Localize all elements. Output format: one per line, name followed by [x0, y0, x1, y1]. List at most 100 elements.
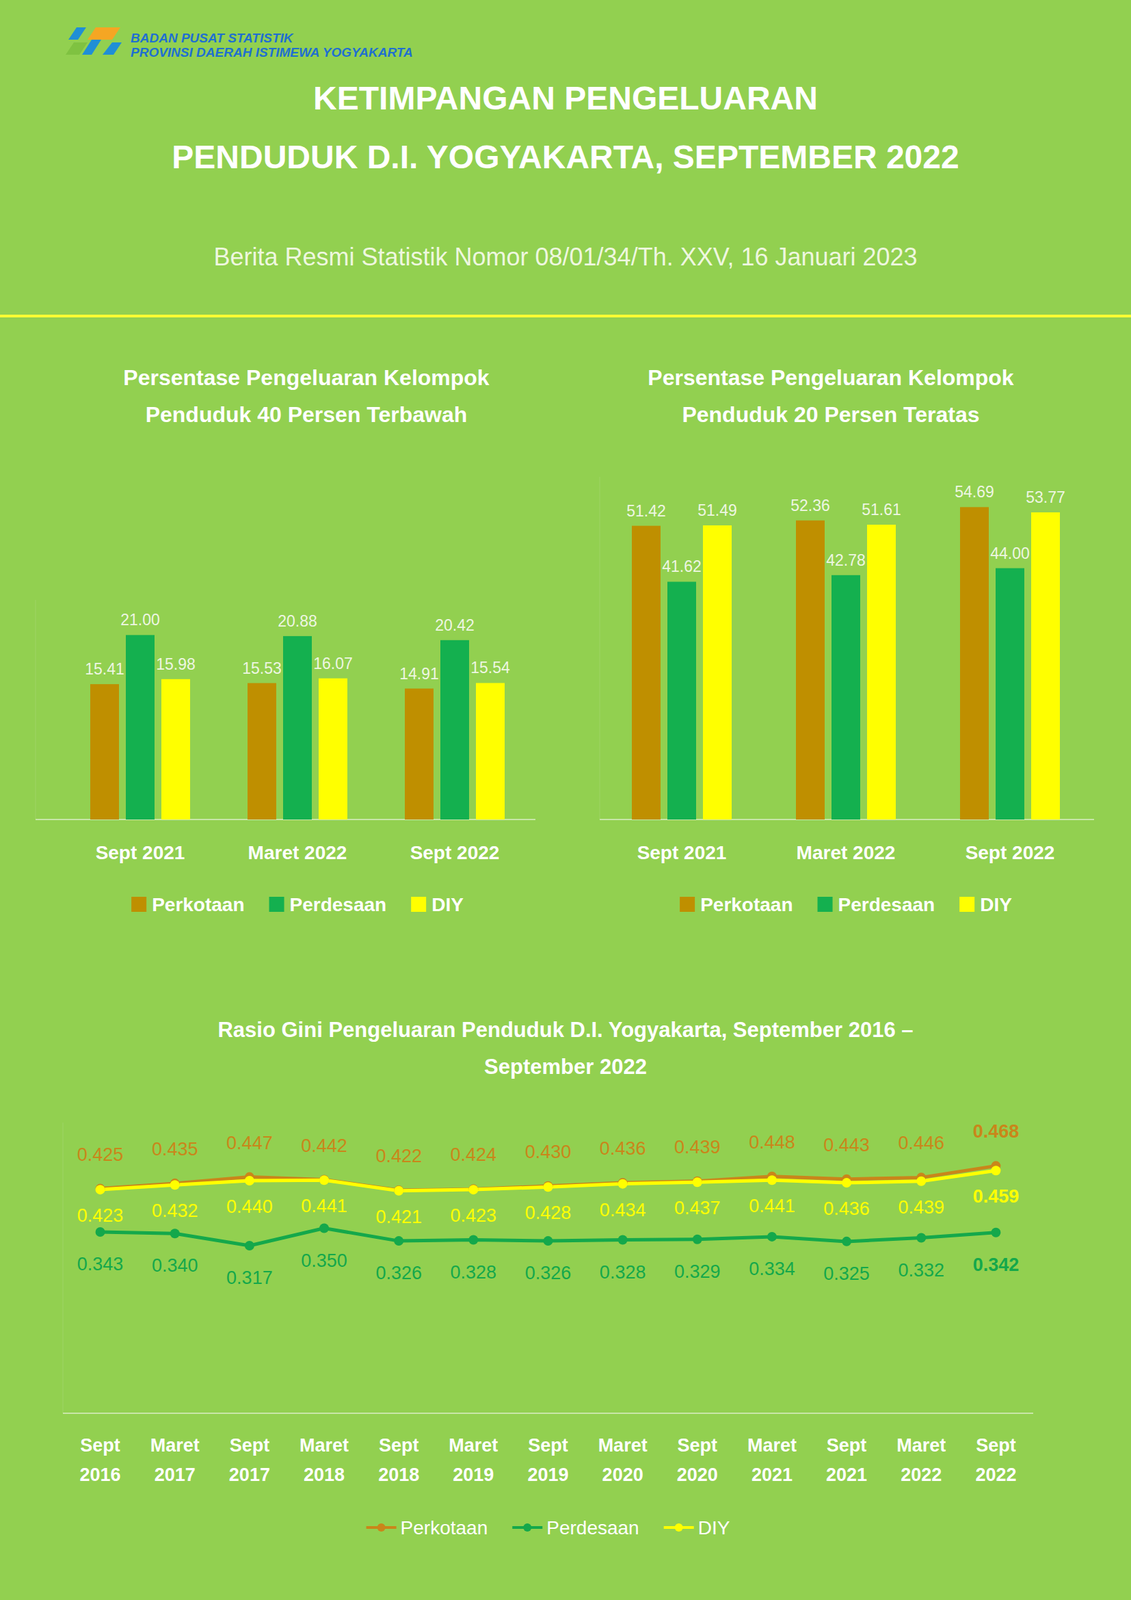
legend-item: Perkotaan — [366, 1516, 489, 1538]
data-label: 51.49 — [697, 501, 738, 520]
data-label: 0.328 — [450, 1261, 498, 1283]
data-label: 0.329 — [674, 1260, 721, 1282]
legend-swatch — [269, 896, 285, 912]
x-tick-label-line: Maret — [747, 1434, 797, 1456]
data-label: 52.36 — [790, 496, 831, 515]
x-tick-label-line: Maret — [598, 1434, 648, 1456]
legend-label: DIY — [698, 1516, 731, 1538]
data-label: 0.343 — [77, 1253, 124, 1274]
marker — [468, 1234, 478, 1245]
x-tick-label-line: 2019 — [527, 1464, 569, 1485]
x-tick-label-line: 2018 — [303, 1464, 345, 1485]
data-label: 0.468 — [973, 1120, 1020, 1142]
chart: Rasio Gini Pengeluaran Penduduk D.I. Yog… — [62, 1017, 1034, 1538]
separator — [0, 314, 1131, 318]
marker — [468, 1184, 478, 1194]
logo-part — [87, 27, 121, 40]
bar — [475, 682, 505, 820]
data-label: 0.350 — [300, 1249, 348, 1271]
marker — [468, 1183, 478, 1194]
legend-swatch — [959, 896, 975, 912]
x-tick-label-line: 2020 — [602, 1464, 644, 1485]
chart-title: Penduduk 20 Persen Teratas — [681, 402, 980, 427]
value-axis — [35, 599, 37, 820]
marker — [990, 1165, 1001, 1175]
bar — [631, 525, 661, 820]
data-labels: 51.4252.3654.6941.6242.7844.0051.4951.61… — [626, 482, 1066, 576]
marker — [244, 1175, 255, 1186]
chart: Persentase Pengeluaran KelompokPenduduk … — [35, 365, 536, 915]
x-tick-label: Sept2018 — [378, 1434, 420, 1485]
data-label: 44.00 — [990, 544, 1030, 563]
data-label: 0.439 — [674, 1136, 721, 1157]
legend-swatch — [817, 896, 833, 912]
x-tick-label: Sept2021 — [826, 1434, 868, 1485]
plot-area — [631, 506, 1060, 820]
x-tick-label-line: 2022 — [900, 1464, 942, 1485]
marker — [543, 1235, 554, 1246]
data-label: 0.421 — [375, 1206, 422, 1227]
x-tick-label-line: 2016 — [80, 1464, 122, 1485]
org-name: PROVINSI DAERAH ISTIMEWA YOGYAKARTA — [130, 45, 414, 60]
legend-label: Perkotaan — [400, 1516, 489, 1538]
x-tick-label: Sept 2022 — [410, 841, 500, 863]
marker — [95, 1226, 106, 1237]
x-tick-label-line: 2020 — [676, 1464, 718, 1485]
legend-label: Perkotaan — [700, 893, 793, 915]
data-label: 0.422 — [375, 1145, 422, 1166]
data-label: 16.07 — [313, 654, 353, 673]
x-axis — [62, 1412, 1034, 1414]
bar — [404, 688, 434, 820]
data-label: 0.440 — [226, 1195, 273, 1217]
chart-title: Rasio Gini Pengeluaran Penduduk D.I. Yog… — [217, 1017, 913, 1042]
x-tick-label-line: Maret — [896, 1434, 946, 1456]
bar — [318, 678, 348, 820]
data-label: 0.423 — [77, 1204, 124, 1226]
legend-item: DIY — [410, 893, 464, 915]
chart-title: September 2022 — [484, 1054, 647, 1079]
legend-label: Perdesaan — [546, 1516, 639, 1538]
org-name: BADAN PUSAT STATISTIK — [130, 30, 295, 46]
data-label: 42.78 — [826, 551, 866, 569]
data-labels: 15.4115.5314.9121.0020.8820.4215.9816.07… — [84, 610, 511, 682]
logo-part — [102, 42, 122, 55]
data-label: 0.441 — [300, 1195, 348, 1216]
bar — [1031, 512, 1060, 820]
legend-swatch — [410, 896, 427, 912]
x-tick-label-line: Sept — [229, 1434, 271, 1456]
background — [0, 0, 1131, 1600]
marker — [767, 1231, 777, 1242]
title: KETIMPANGAN PENGELUARAN — [313, 80, 818, 117]
data-label: 0.424 — [450, 1143, 498, 1165]
chart-title: Persentase Pengeluaran Kelompok — [123, 365, 490, 390]
x-tick-label: Sept2022 — [975, 1434, 1017, 1485]
bar — [247, 683, 277, 820]
x-tick-label-line: Sept — [80, 1434, 121, 1456]
marker — [393, 1235, 404, 1246]
data-label: 0.430 — [525, 1141, 572, 1162]
chart-title: Persentase Pengeluaran Kelompok — [647, 365, 1015, 390]
x-tick-label: Maret 2022 — [248, 841, 348, 863]
bar — [440, 640, 470, 820]
marker — [841, 1177, 852, 1188]
bar — [667, 581, 697, 820]
data-label: 15.98 — [155, 655, 196, 673]
logo — [65, 27, 122, 55]
x-tick-label: Maret 2022 — [896, 1434, 946, 1485]
x-tick-label-line: 2021 — [751, 1464, 793, 1485]
data-label: 0.439 — [897, 1196, 945, 1218]
plot-area — [90, 634, 505, 820]
marker — [916, 1176, 926, 1186]
bar — [90, 683, 119, 820]
data-label: 51.61 — [861, 500, 902, 519]
infographic: BADAN PUSAT STATISTIKPROVINSI DAERAH IST… — [0, 0, 1131, 1600]
x-tick-label: Sept2017 — [229, 1434, 271, 1485]
marker — [393, 1185, 404, 1195]
x-tick-label-line: 2017 — [154, 1464, 196, 1485]
data-label: 0.428 — [525, 1202, 572, 1223]
data-label: 0.437 — [674, 1197, 721, 1218]
data-label: 0.326 — [375, 1262, 422, 1283]
x-tick-label-line: Sept — [975, 1434, 1017, 1456]
chart: Persentase Pengeluaran Kelompok Penduduk … — [599, 365, 1095, 915]
data-label: 0.447 — [226, 1132, 273, 1153]
